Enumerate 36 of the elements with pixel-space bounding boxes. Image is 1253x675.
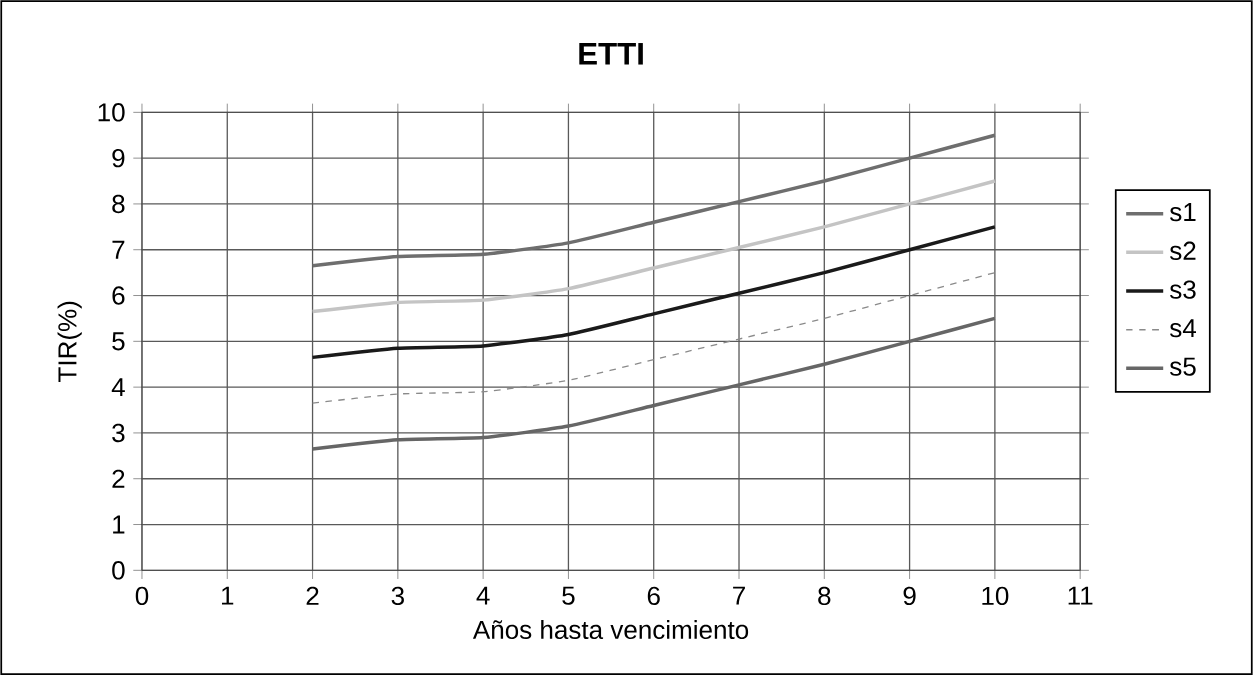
y-tick-label: 1 — [113, 515, 125, 534]
legend-label: s4 — [1169, 319, 1197, 338]
x-tick-label: 8 — [818, 586, 831, 605]
y-tick-label: 2 — [112, 469, 125, 488]
x-tick-label: 7 — [733, 586, 745, 605]
x-tick-label: 4 — [476, 586, 490, 605]
x-tick-label: 10 — [982, 586, 1009, 605]
y-tick-label: 5 — [112, 332, 125, 351]
x-tick-label: 1 — [222, 586, 234, 605]
x-tick-label: 6 — [647, 586, 660, 605]
x-tick-label: 3 — [391, 586, 404, 605]
x-tick-label: 5 — [562, 586, 575, 605]
y-tick-label: 7 — [112, 240, 125, 259]
y-tick-label: 4 — [111, 378, 125, 396]
y-tick-label: 8 — [112, 194, 125, 213]
line-series — [310, 179, 997, 314]
legend-label: s5 — [1169, 357, 1196, 376]
line-series — [310, 224, 997, 359]
chart-title: ETTI — [579, 42, 643, 65]
legend-label: s1 — [1169, 202, 1196, 222]
legend-label: s2 — [1169, 241, 1196, 260]
line-series — [311, 271, 996, 404]
y-tick-label: 9 — [112, 148, 125, 168]
y-tick-label: 10 — [98, 103, 125, 122]
y-tick-label: 3 — [112, 423, 125, 442]
y-axis-title: TIR(%) — [57, 301, 82, 382]
x-tick-label: 0 — [135, 586, 149, 605]
line-series — [310, 133, 997, 268]
x-axis-title: Años hasta vencimiento — [472, 619, 749, 639]
x-tick-label: 9 — [903, 586, 916, 605]
legend-label: s3 — [1169, 280, 1196, 299]
x-tick-label: 2 — [306, 586, 319, 605]
line-series — [310, 316, 997, 451]
x-tick-label: 11 — [1068, 586, 1093, 605]
y-tick-label: 6 — [112, 286, 125, 305]
y-tick-label: 0 — [112, 560, 125, 580]
